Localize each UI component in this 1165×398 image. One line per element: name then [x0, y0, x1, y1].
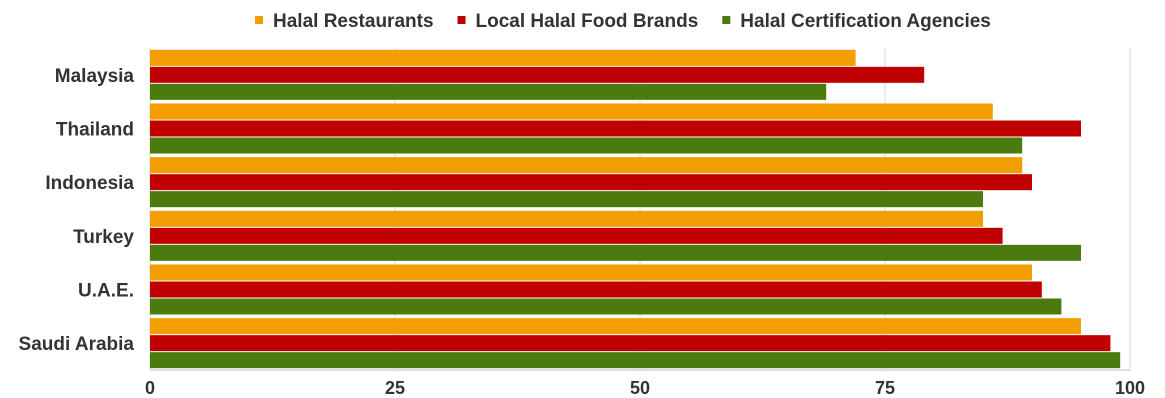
- bar: [150, 157, 1023, 174]
- x-axis-ticks: 0 25 50 75 100: [145, 378, 1145, 398]
- bar-group: [150, 103, 1081, 154]
- legend-label: Halal Certification Agencies: [740, 11, 991, 32]
- legend-item: Halal Certification Agencies: [722, 11, 991, 32]
- legend-label: Halal Restaurants: [273, 11, 434, 32]
- x-tick-label: 100: [1115, 378, 1145, 398]
- bar-group: [150, 318, 1121, 369]
- bar: [150, 66, 925, 83]
- category-label: Thailand: [56, 120, 134, 141]
- legend-swatch: [255, 16, 263, 24]
- bar: [150, 174, 1032, 191]
- legend-item: Local Halal Food Brands: [457, 11, 699, 32]
- legend: Halal Restaurants Local Halal Food Brands…: [255, 11, 991, 32]
- bar: [150, 227, 1003, 244]
- category-label: Indonesia: [45, 173, 134, 194]
- bars: [150, 49, 1121, 369]
- legend-label: Local Halal Food Brands: [476, 11, 699, 32]
- legend-item: Halal Restaurants: [255, 11, 434, 32]
- gridlines: [149, 48, 1131, 371]
- category-label: U.A.E.: [78, 281, 134, 302]
- bar-group: [150, 49, 925, 100]
- category-labels: Malaysia Thailand Indonesia Turkey U.A.E. Sau…: [19, 66, 135, 355]
- bar: [150, 298, 1062, 315]
- bar: [150, 244, 1081, 261]
- category-label: Malaysia: [55, 66, 135, 87]
- x-tick-label: 0: [145, 378, 155, 398]
- bar: [150, 120, 1081, 137]
- bar: [150, 281, 1042, 298]
- category-label: Turkey: [73, 227, 134, 248]
- bar: [150, 335, 1111, 352]
- category-label: Saudi Arabia: [19, 334, 135, 355]
- bar: [150, 318, 1081, 335]
- legend-swatch: [457, 16, 466, 24]
- bar: [150, 103, 993, 120]
- legend-swatch: [722, 16, 731, 24]
- bar-group: [150, 210, 1081, 261]
- bar: [150, 191, 983, 208]
- x-tick-label: 75: [875, 378, 895, 398]
- bar: [150, 137, 1023, 154]
- bar: [150, 264, 1032, 281]
- bar-group: [150, 264, 1062, 315]
- bar: [150, 352, 1121, 369]
- bar: [150, 83, 827, 100]
- bar: [150, 49, 856, 66]
- bar-group: [150, 157, 1032, 208]
- bar: [150, 210, 983, 227]
- x-tick-label: 25: [385, 378, 405, 398]
- x-tick-label: 50: [630, 378, 650, 398]
